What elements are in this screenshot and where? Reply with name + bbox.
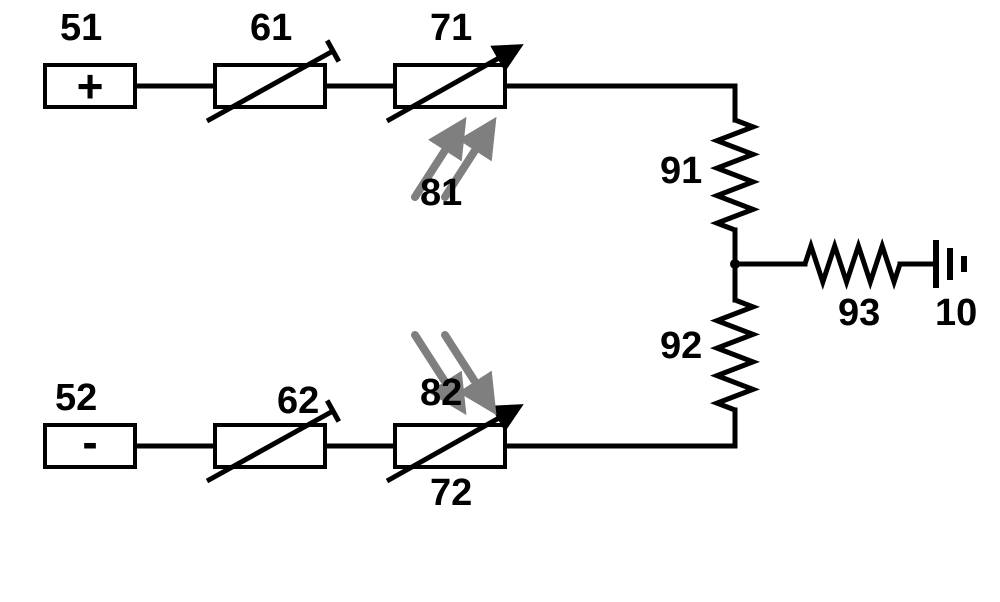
label-52: 52: [55, 377, 97, 419]
label-61: 61: [250, 7, 292, 49]
resistor-right: [805, 246, 900, 282]
label-71: 71: [430, 7, 472, 49]
label-82: 82: [420, 372, 462, 414]
label-92: 92: [660, 325, 702, 367]
label-81: 81: [420, 172, 462, 214]
resistor-top: [717, 120, 753, 230]
node-center: [730, 259, 740, 269]
label-93: 93: [838, 292, 880, 334]
label-62: 62: [277, 380, 319, 422]
label-91: 91: [660, 150, 702, 192]
terminal-negative-glyph: -: [82, 416, 97, 468]
label-51: 51: [60, 7, 102, 49]
terminal-positive-glyph: +: [77, 60, 104, 112]
resistor-bottom: [717, 300, 753, 410]
label-72: 72: [430, 472, 472, 514]
label-10: 10: [935, 292, 977, 334]
